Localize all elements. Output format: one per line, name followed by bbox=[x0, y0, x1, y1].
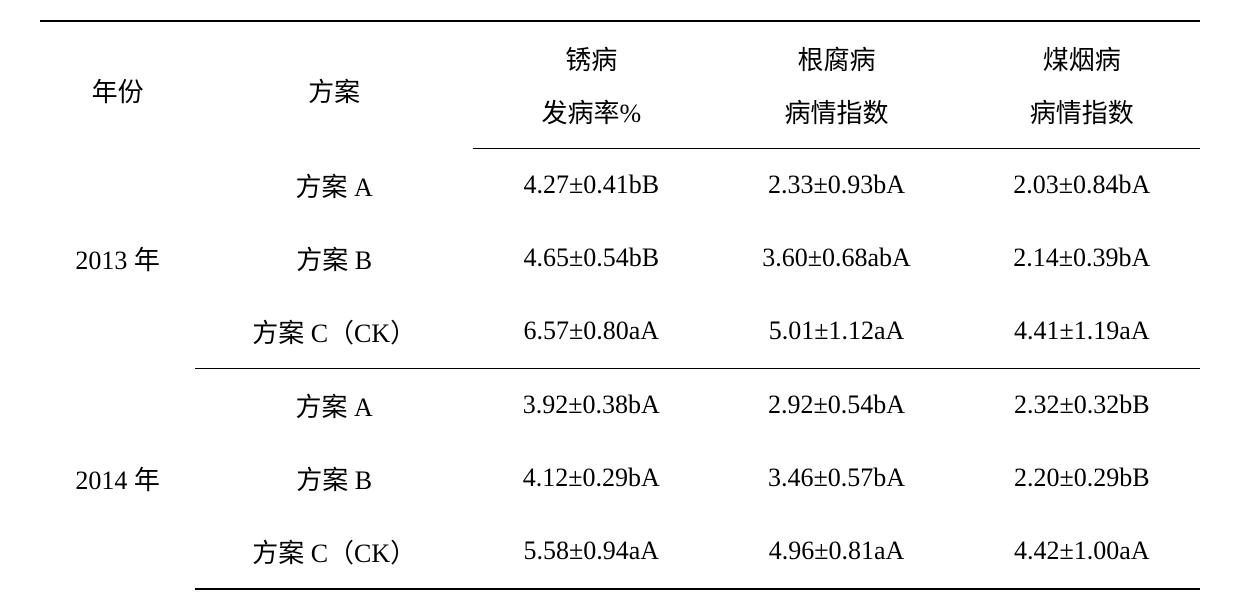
col-header-rust-line1: 锈病 bbox=[473, 21, 709, 85]
cell-sooty: 4.42±1.00aA bbox=[964, 515, 1200, 589]
cell-rust: 4.12±0.29bA bbox=[473, 442, 709, 515]
table-row: 方案 C（CK） 6.57±0.80aA 5.01±1.12aA 4.41±1.… bbox=[40, 295, 1200, 369]
cell-rootrot: 2.92±0.54bA bbox=[709, 368, 963, 442]
table-row: 2014 年 方案 A 3.92±0.38bA 2.92±0.54bA 2.32… bbox=[40, 368, 1200, 442]
cell-sooty: 2.32±0.32bB bbox=[964, 368, 1200, 442]
cell-sooty: 2.14±0.39bA bbox=[964, 222, 1200, 295]
cell-rust: 4.65±0.54bB bbox=[473, 222, 709, 295]
cell-rust: 5.58±0.94aA bbox=[473, 515, 709, 589]
cell-year: 2013 年 bbox=[40, 149, 195, 369]
cell-rootrot: 2.33±0.93bA bbox=[709, 149, 963, 222]
cell-scheme: 方案 B bbox=[195, 442, 473, 515]
col-header-rootrot-line1: 根腐病 bbox=[709, 21, 963, 85]
table-row: 方案 B 4.12±0.29bA 3.46±0.57bA 2.20±0.29bB bbox=[40, 442, 1200, 515]
col-header-year: 年份 bbox=[40, 21, 195, 149]
cell-rust: 6.57±0.80aA bbox=[473, 295, 709, 369]
cell-rootrot: 4.96±0.81aA bbox=[709, 515, 963, 589]
cell-rootrot: 3.60±0.68abA bbox=[709, 222, 963, 295]
cell-sooty: 2.03±0.84bA bbox=[964, 149, 1200, 222]
cell-scheme: 方案 C（CK） bbox=[195, 295, 473, 369]
data-table: 年份 方案 锈病 根腐病 煤烟病 发病率% 病情指数 病情指数 2013 年 方… bbox=[40, 20, 1200, 590]
col-header-rust-line2: 发病率% bbox=[473, 85, 709, 149]
cell-rust: 4.27±0.41bB bbox=[473, 149, 709, 222]
cell-scheme: 方案 C（CK） bbox=[195, 515, 473, 589]
cell-sooty: 2.20±0.29bB bbox=[964, 442, 1200, 515]
cell-year: 2014 年 bbox=[40, 368, 195, 589]
cell-scheme: 方案 B bbox=[195, 222, 473, 295]
table-body: 2013 年 方案 A 4.27±0.41bB 2.33±0.93bA 2.03… bbox=[40, 149, 1200, 589]
table-header: 年份 方案 锈病 根腐病 煤烟病 发病率% 病情指数 病情指数 bbox=[40, 21, 1200, 149]
table-row: 方案 B 4.65±0.54bB 3.60±0.68abA 2.14±0.39b… bbox=[40, 222, 1200, 295]
col-header-sooty-line1: 煤烟病 bbox=[964, 21, 1200, 85]
table-row: 方案 C（CK） 5.58±0.94aA 4.96±0.81aA 4.42±1.… bbox=[40, 515, 1200, 589]
cell-scheme: 方案 A bbox=[195, 149, 473, 222]
cell-rust: 3.92±0.38bA bbox=[473, 368, 709, 442]
cell-sooty: 4.41±1.19aA bbox=[964, 295, 1200, 369]
cell-rootrot: 5.01±1.12aA bbox=[709, 295, 963, 369]
cell-scheme: 方案 A bbox=[195, 368, 473, 442]
header-row-1: 年份 方案 锈病 根腐病 煤烟病 bbox=[40, 21, 1200, 85]
table-row: 2013 年 方案 A 4.27±0.41bB 2.33±0.93bA 2.03… bbox=[40, 149, 1200, 222]
cell-rootrot: 3.46±0.57bA bbox=[709, 442, 963, 515]
col-header-scheme: 方案 bbox=[195, 21, 473, 149]
col-header-sooty-line2: 病情指数 bbox=[964, 85, 1200, 149]
col-header-rootrot-line2: 病情指数 bbox=[709, 85, 963, 149]
